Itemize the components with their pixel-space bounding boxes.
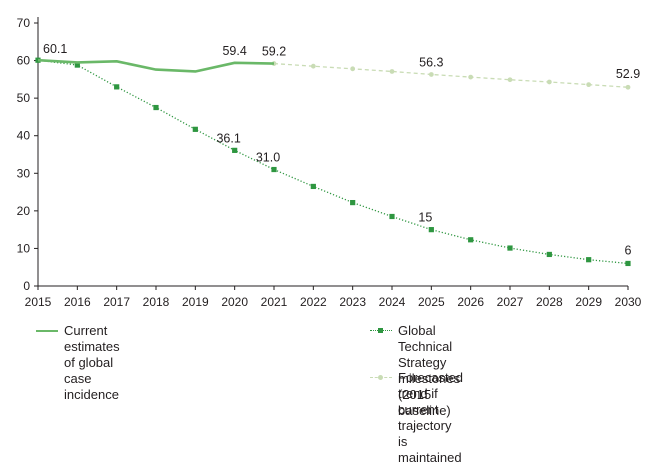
gts-point — [350, 199, 356, 206]
legend-item-forecast: Forecasted trend if current trajectory i… — [370, 370, 463, 466]
gts-point — [389, 213, 395, 220]
x-tick-label: 2021 — [261, 295, 288, 309]
y-tick-label: 50 — [17, 91, 31, 105]
x-tick-label: 2016 — [64, 295, 91, 309]
x-tick-label: 2025 — [418, 295, 445, 309]
legend-label-current: Current estimates of global case inciden… — [64, 323, 120, 402]
y-tick-label: 30 — [17, 166, 31, 180]
x-tick-label: 2028 — [536, 295, 563, 309]
gts-point — [232, 147, 238, 153]
data-label: 31.0 — [256, 151, 280, 165]
y-tick-label: 10 — [17, 241, 31, 255]
series-line-forecast — [273, 62, 629, 88]
x-tick-label: 2024 — [379, 295, 406, 309]
legend-label-gts-line1: Global Technical Strategy milestones — [398, 323, 461, 386]
legend-label-forecast-line1: Forecasted trend if current trajectory — [398, 370, 464, 433]
x-tick-label: 2022 — [300, 295, 327, 309]
forecast-point — [310, 63, 316, 69]
forecast-point — [389, 69, 395, 74]
x-tick-label: 2023 — [339, 295, 366, 309]
gts-point — [310, 183, 316, 190]
series-line-gts — [37, 59, 629, 265]
x-tick-label: 2020 — [221, 295, 248, 309]
y-tick-label: 40 — [17, 129, 31, 143]
gts-point — [114, 84, 120, 90]
data-label: 52.9 — [616, 67, 640, 81]
data-label: 6 — [625, 243, 632, 257]
series-line-current — [37, 58, 275, 73]
series-layer — [35, 57, 631, 267]
data-label: 15 — [418, 211, 432, 225]
x-tick-label: 2019 — [182, 295, 209, 309]
gts-point — [35, 57, 41, 63]
legend-solid-line-icon — [36, 323, 58, 339]
data-label: 59.2 — [262, 45, 286, 59]
data-label: 60.1 — [43, 42, 67, 56]
x-tick-label: 2015 — [25, 295, 52, 309]
forecast-point — [468, 74, 474, 80]
forecast-point — [625, 84, 631, 90]
x-tick-label: 2018 — [143, 295, 170, 309]
legend-dashed-circle-line-icon — [370, 370, 392, 386]
gts-point — [546, 251, 552, 258]
legend-dotted-square-line-icon — [370, 323, 392, 339]
forecast-point — [586, 82, 592, 88]
forecast-point — [350, 66, 356, 72]
gts-point — [586, 257, 592, 263]
x-tick-label: 2017 — [103, 295, 130, 309]
data-label: 59.4 — [222, 44, 246, 58]
data-label: 56.3 — [419, 55, 443, 69]
x-tick-label: 2030 — [615, 295, 642, 309]
forecast-point — [546, 79, 552, 85]
y-tick-label: 70 — [17, 16, 31, 30]
gts-point — [271, 166, 277, 173]
gts-point — [428, 227, 434, 233]
gts-point — [625, 260, 631, 267]
data-label: 36.1 — [216, 131, 240, 145]
gts-point — [468, 237, 474, 243]
gts-point — [74, 62, 80, 68]
gts-point — [507, 245, 513, 251]
gts-point — [192, 126, 198, 132]
y-tick-label: 60 — [17, 54, 31, 68]
data-labels: 60.1 59.4 59.2 56.3 52.9 36.1 31.0 15 6 — [43, 42, 640, 257]
legend-item-current: Current estimates of global case inciden… — [36, 323, 120, 403]
forecast-point — [428, 72, 434, 77]
y-tick-label: 20 — [17, 204, 31, 218]
forecast-point — [507, 77, 513, 83]
gts-point — [153, 104, 159, 111]
x-tick-label: 2027 — [497, 295, 524, 309]
legend-label-forecast-line2: is maintained — [398, 434, 462, 465]
x-tick-label: 2029 — [575, 295, 602, 309]
x-tick-label: 2026 — [457, 295, 484, 309]
y-tick-label: 0 — [23, 279, 30, 293]
